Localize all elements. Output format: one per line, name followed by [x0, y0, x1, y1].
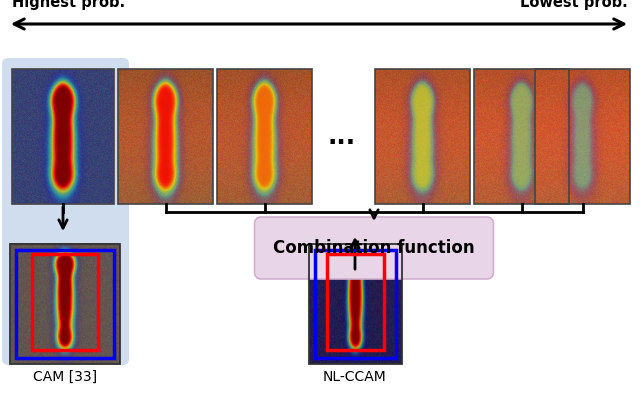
FancyBboxPatch shape [255, 217, 493, 279]
Bar [10, 244, 120, 364]
Bar [12, 69, 114, 204]
Text: CAM [33]: CAM [33] [33, 370, 97, 384]
Bar [375, 69, 470, 204]
Bar [474, 69, 569, 204]
Text: Lowest prob.: Lowest prob. [520, 0, 628, 10]
Bar [314, 250, 396, 358]
Bar [308, 244, 401, 364]
FancyBboxPatch shape [2, 58, 129, 365]
Bar [16, 250, 114, 358]
Bar [118, 69, 213, 204]
Text: ...: ... [328, 124, 356, 148]
Text: Highest prob.: Highest prob. [12, 0, 125, 10]
Bar [32, 254, 98, 350]
Bar [217, 69, 312, 204]
Text: Combination function: Combination function [273, 239, 475, 257]
Bar [326, 254, 383, 350]
Bar [535, 69, 630, 204]
Text: NL-CCAM: NL-CCAM [323, 370, 387, 384]
